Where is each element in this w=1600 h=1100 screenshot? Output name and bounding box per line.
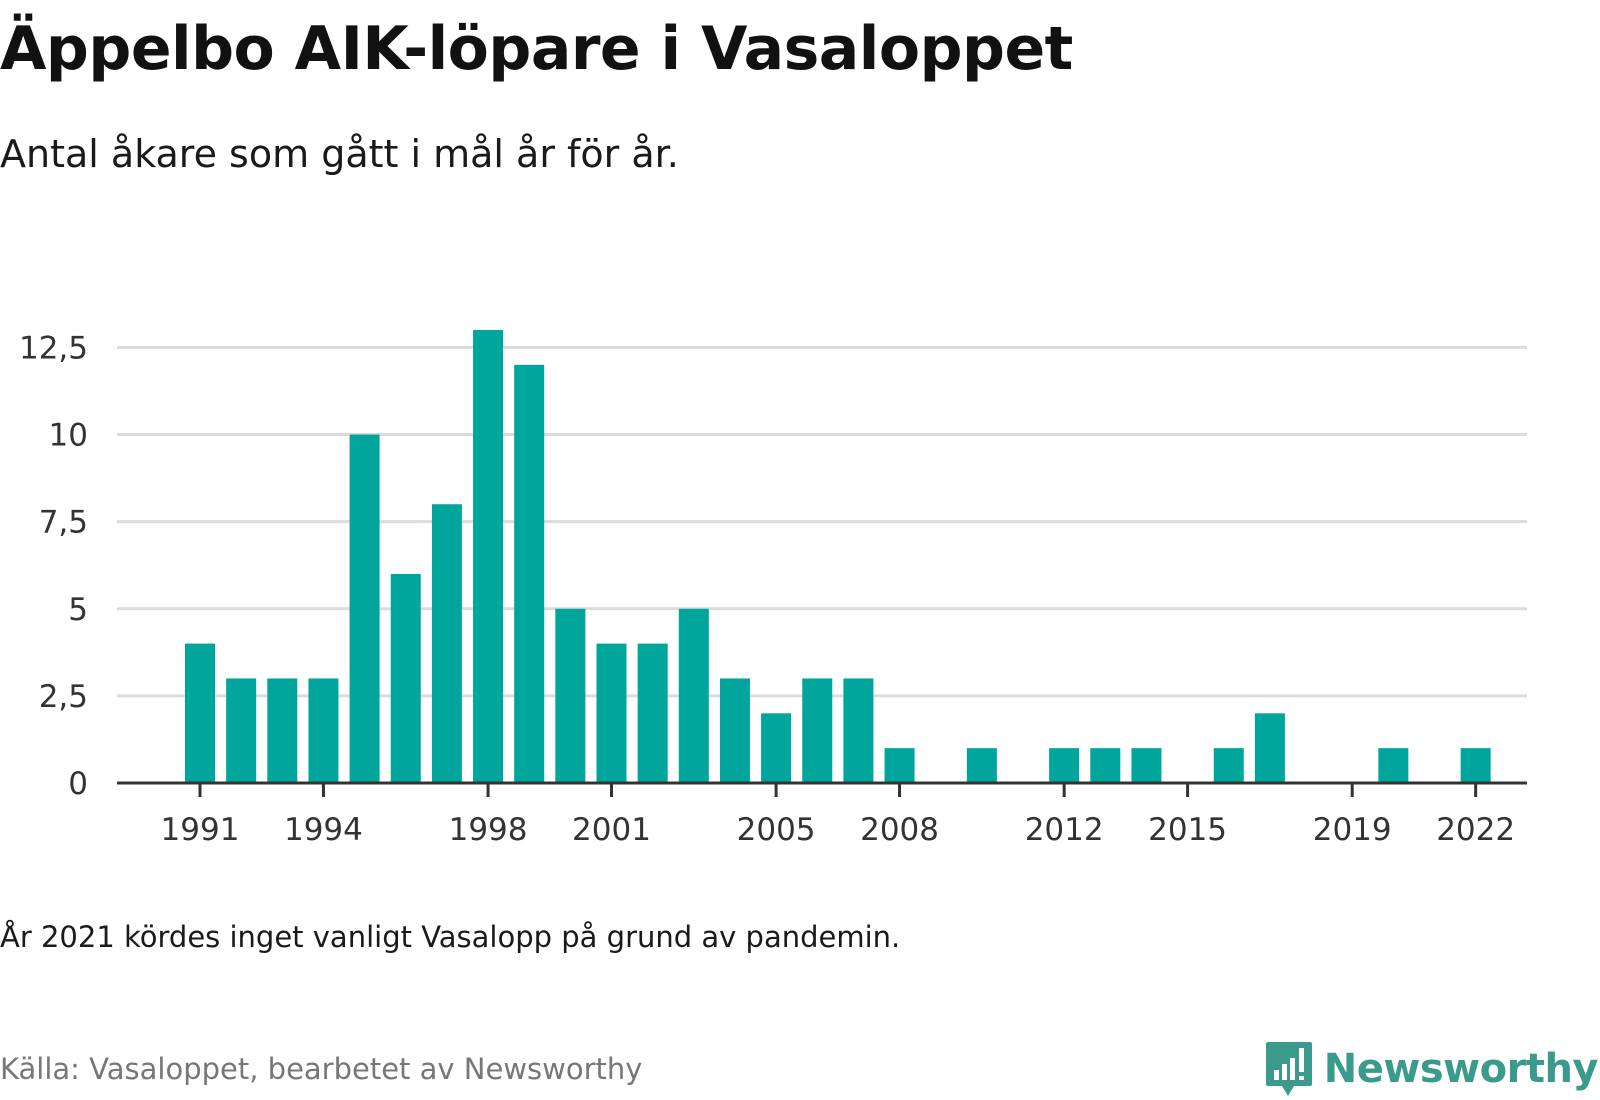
bar-2020 (1378, 748, 1409, 783)
bar-2002 (637, 643, 668, 783)
y-tick-label: 7,5 (39, 505, 88, 541)
x-tick-label: 2022 (1436, 812, 1515, 848)
brand-name: Newsworthy (1323, 1046, 1599, 1092)
x-tick-label: 2012 (1025, 812, 1104, 848)
bar-2007 (843, 678, 874, 783)
x-tick-label: 2005 (737, 812, 816, 848)
bar-2014 (1131, 748, 1162, 783)
chart-title: Äppelbo AIK-löpare i Vasaloppet (0, 14, 1073, 84)
bar-2006 (802, 678, 833, 783)
chart-subtitle: Antal åkare som gått i mål år för år. (0, 132, 679, 176)
x-tick-label: 2015 (1148, 812, 1227, 848)
bar-1995 (349, 434, 380, 783)
bar-2003 (678, 608, 709, 783)
bar-1997 (431, 504, 462, 783)
brand-logo: Newsworthy (1264, 1040, 1599, 1098)
x-tick-label: 2001 (572, 812, 651, 848)
bar-2001 (596, 643, 627, 783)
y-tick-labels: 0 2,5 5 7,5 10 12,5 (19, 330, 88, 802)
y-tick-label: 2,5 (39, 679, 88, 715)
bar-1998 (473, 330, 504, 783)
source-credit: Källa: Vasaloppet, bearbetet av Newswort… (0, 1052, 643, 1086)
bar-2005 (761, 713, 792, 783)
bar-2013 (1090, 748, 1121, 783)
bar-2022 (1460, 748, 1491, 783)
x-tick-labels: 1991 1994 1998 2001 2005 2008 2012 2015 2019 2022 (161, 812, 1516, 848)
bar-1991 (185, 643, 215, 783)
x-tick-label: 2019 (1313, 812, 1392, 848)
x-axis (117, 781, 1527, 797)
bar-2008 (884, 748, 915, 783)
bar-1992 (226, 678, 257, 783)
bar-2010 (966, 748, 997, 783)
y-tick-label: 0 (68, 766, 88, 802)
bar-2016 (1213, 748, 1244, 783)
x-tick-label: 1994 (284, 812, 363, 848)
x-tick-label: 2008 (860, 812, 939, 848)
bar-1999 (514, 364, 545, 783)
gridlines (117, 345, 1527, 698)
y-tick-label: 12,5 (19, 330, 88, 366)
bar-chart: 0 2,5 5 7,5 10 12,5 1991 1994 1998 2001 2005 2008 2… (19, 330, 1527, 848)
x-tick-label: 1991 (161, 812, 240, 848)
bar-2017 (1254, 713, 1285, 783)
footnote: År 2021 kördes inget vanligt Vasalopp på… (0, 920, 901, 954)
y-tick-label: 10 (49, 418, 88, 454)
bar-1994 (308, 678, 339, 783)
bar-2004 (719, 678, 750, 783)
bar-1993 (267, 678, 298, 783)
bar-1996 (390, 573, 421, 783)
bar-2012 (1049, 748, 1080, 783)
x-tick-label: 1998 (449, 812, 528, 848)
bar-chart-speech-bubble-icon (1265, 1042, 1312, 1096)
bars (185, 330, 1491, 783)
bar-2000 (555, 608, 586, 783)
y-tick-label: 5 (68, 592, 88, 628)
